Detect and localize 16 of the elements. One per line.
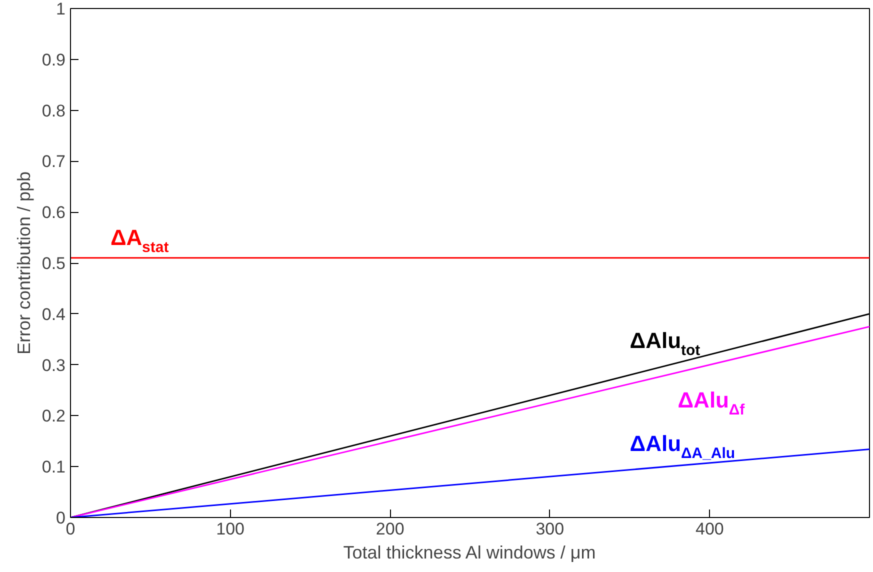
y-tick-label: 0.7 [42,152,66,172]
x-tick-label: 400 [696,520,724,538]
y-axis-title: Error contribution / ppb [14,171,34,355]
y-tick-label: 0.6 [42,203,66,222]
x-tick-label: 200 [376,520,404,538]
x-tick-label: 100 [216,520,244,538]
y-tick-label: 0.3 [42,356,66,375]
y-tick-label: 0.9 [42,50,66,70]
y-tick-label: 1 [56,0,66,18]
x-axis-title: Total thickness Al windows / μm [343,542,596,562]
y-tick-label: 0.5 [42,254,66,273]
y-tick-label: 0.1 [42,458,66,477]
x-tick-label: 300 [536,520,564,538]
y-tick-label: 0.4 [42,304,66,324]
y-tick-label: 0.8 [42,101,66,120]
y-tick-label: 0.2 [42,406,66,426]
